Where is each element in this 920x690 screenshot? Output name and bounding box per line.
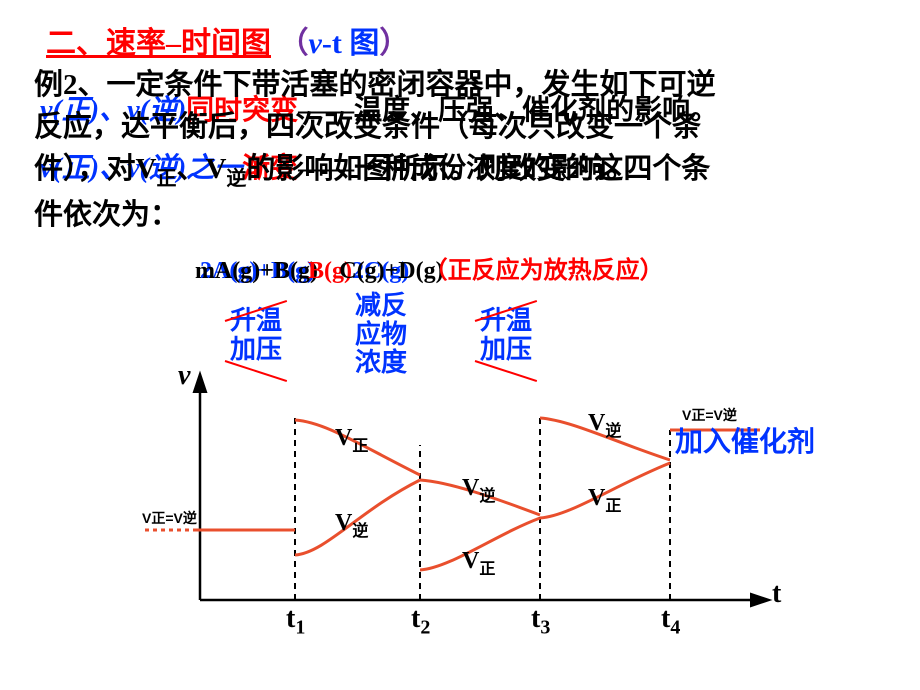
- reaction-equation: 2A(g)+B(g)mA(g)+B(g)B(g)2C(g)C(g)+D(g)（正…: [200, 250, 884, 285]
- para-l3-sub1: 正: [156, 168, 176, 190]
- para-l3-sub2: 逆: [226, 168, 246, 190]
- section-title: 二、速率–时间图 （v-t 图）: [46, 18, 409, 62]
- x-axis-label: t: [772, 578, 781, 610]
- v-ni-1: V逆: [335, 510, 368, 541]
- para-l1: 例2、一定条件下带活塞的密闭容器中，发生如下可逆: [34, 69, 716, 101]
- title-prefix: 二、: [46, 27, 106, 60]
- para-l4: 件依次为：: [34, 199, 179, 231]
- graph-svg: [100, 300, 820, 670]
- eq-ins: mA(g)+B(g): [195, 258, 318, 284]
- title-paren-r: ）: [379, 27, 409, 60]
- t3-label: t3: [531, 603, 550, 640]
- v-ni-2: V逆: [462, 475, 495, 506]
- anno-2: 减反应物浓度: [355, 292, 407, 378]
- title-v: v: [309, 27, 322, 60]
- v-zheng-2: V正: [462, 548, 495, 579]
- small-eq-left: V正=V逆: [142, 508, 197, 528]
- v-ni-3: V逆: [588, 410, 621, 441]
- para-l3b: 、V: [176, 153, 226, 185]
- t1-label: t1: [286, 603, 305, 640]
- title-main: 速率–时间图: [106, 27, 271, 60]
- para-l3c: 的影响如图所示。则改变的这四个条: [246, 153, 710, 185]
- para-l3a: 件），对V: [34, 153, 156, 185]
- v-zheng-1: V正: [335, 425, 368, 456]
- title-t: -t: [322, 27, 349, 60]
- title-graph: 图: [349, 27, 379, 60]
- example-text: 例2、一定条件下带活塞的密闭容器中，发生如下可逆 反应，达平衡后，四次改变条件（…: [34, 64, 894, 236]
- eq-note: （正反应为放热反应）: [424, 258, 664, 284]
- t2-label: t2: [411, 603, 430, 640]
- small-eq-right: V正=V逆: [682, 405, 737, 425]
- t4-label: t4: [661, 603, 680, 640]
- anno-4: 加入催化剂: [675, 428, 815, 459]
- para-l2: 反应，达平衡后，四次改变条件（每次只改变一个条: [34, 111, 701, 143]
- title-paren-l: （: [279, 27, 309, 60]
- rate-time-graph: v t t1 t2 t3 t4 V正=V逆 V正=V逆 V正 V逆 V逆 V正 …: [100, 300, 820, 670]
- v-zheng-3: V正: [588, 485, 621, 516]
- y-axis-label: v: [178, 360, 190, 392]
